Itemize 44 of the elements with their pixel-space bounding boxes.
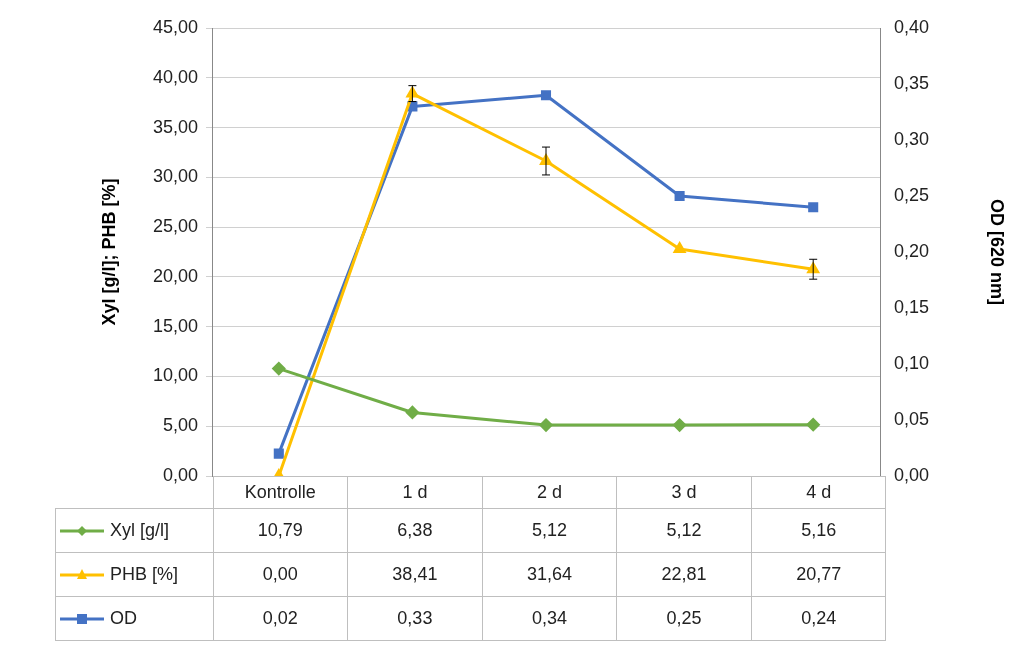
y-tick-label: 10,00	[152, 365, 198, 386]
y2-tick-label: 0,05	[894, 408, 930, 429]
data-label: 6,38	[347, 508, 483, 553]
y-tick-label: 30,00	[152, 166, 198, 187]
x-tick-label: 3 d	[616, 476, 752, 509]
y-tick-label: 45,00	[152, 16, 198, 37]
y-tick-label: 0,00	[162, 464, 198, 485]
y2-tick-label: 0,15	[894, 296, 930, 317]
data-label: 0,25	[616, 596, 752, 641]
data-label: 22,81	[616, 552, 752, 597]
data-label: 5,12	[482, 508, 617, 553]
data-label: 31,64	[482, 552, 617, 597]
data-label: 5,16	[751, 508, 886, 553]
x-tick-label: Kontrolle	[213, 476, 348, 509]
data-label: 0,34	[482, 596, 617, 641]
y-tick-label: 35,00	[152, 116, 198, 137]
data-label: 5,12	[616, 508, 752, 553]
y2-tick-label: 0,40	[894, 16, 930, 37]
y2-tick-label: 0,35	[894, 72, 930, 93]
data-label: 0,00	[213, 552, 348, 597]
y2-tick-label: 0,10	[894, 352, 930, 373]
y-tick-label: 40,00	[152, 66, 198, 87]
y2-tick-label: 0,00	[894, 464, 930, 485]
y2-axis-title: OD [620 nm]	[987, 198, 1008, 306]
data-label: 0,02	[213, 596, 348, 641]
y-tick-label: 15,00	[152, 315, 198, 336]
data-label: 0,24	[751, 596, 886, 641]
y2-tick-label: 0,30	[894, 128, 930, 149]
data-label: 10,79	[213, 508, 348, 553]
x-tick-label: 2 d	[482, 476, 617, 509]
y-axis-title: Xyl [g/l]; PHB [%]	[98, 178, 119, 326]
y2-tick-label: 0,25	[894, 184, 930, 205]
x-tick-label: 1 d	[347, 476, 483, 509]
data-label: 38,41	[347, 552, 483, 597]
y-tick-label: 5,00	[162, 415, 198, 436]
legend-label: OD	[110, 608, 137, 628]
y2-tick-label: 0,20	[894, 240, 930, 261]
y-tick-label: 20,00	[152, 265, 198, 286]
legend-label: PHB [%]	[110, 564, 179, 584]
x-tick-label: 4 d	[751, 476, 886, 509]
data-label: 0,33	[347, 596, 483, 641]
legend-label: Xyl [g/l]	[110, 520, 170, 540]
data-label: 20,77	[751, 552, 886, 597]
y-tick-label: 25,00	[152, 216, 198, 237]
